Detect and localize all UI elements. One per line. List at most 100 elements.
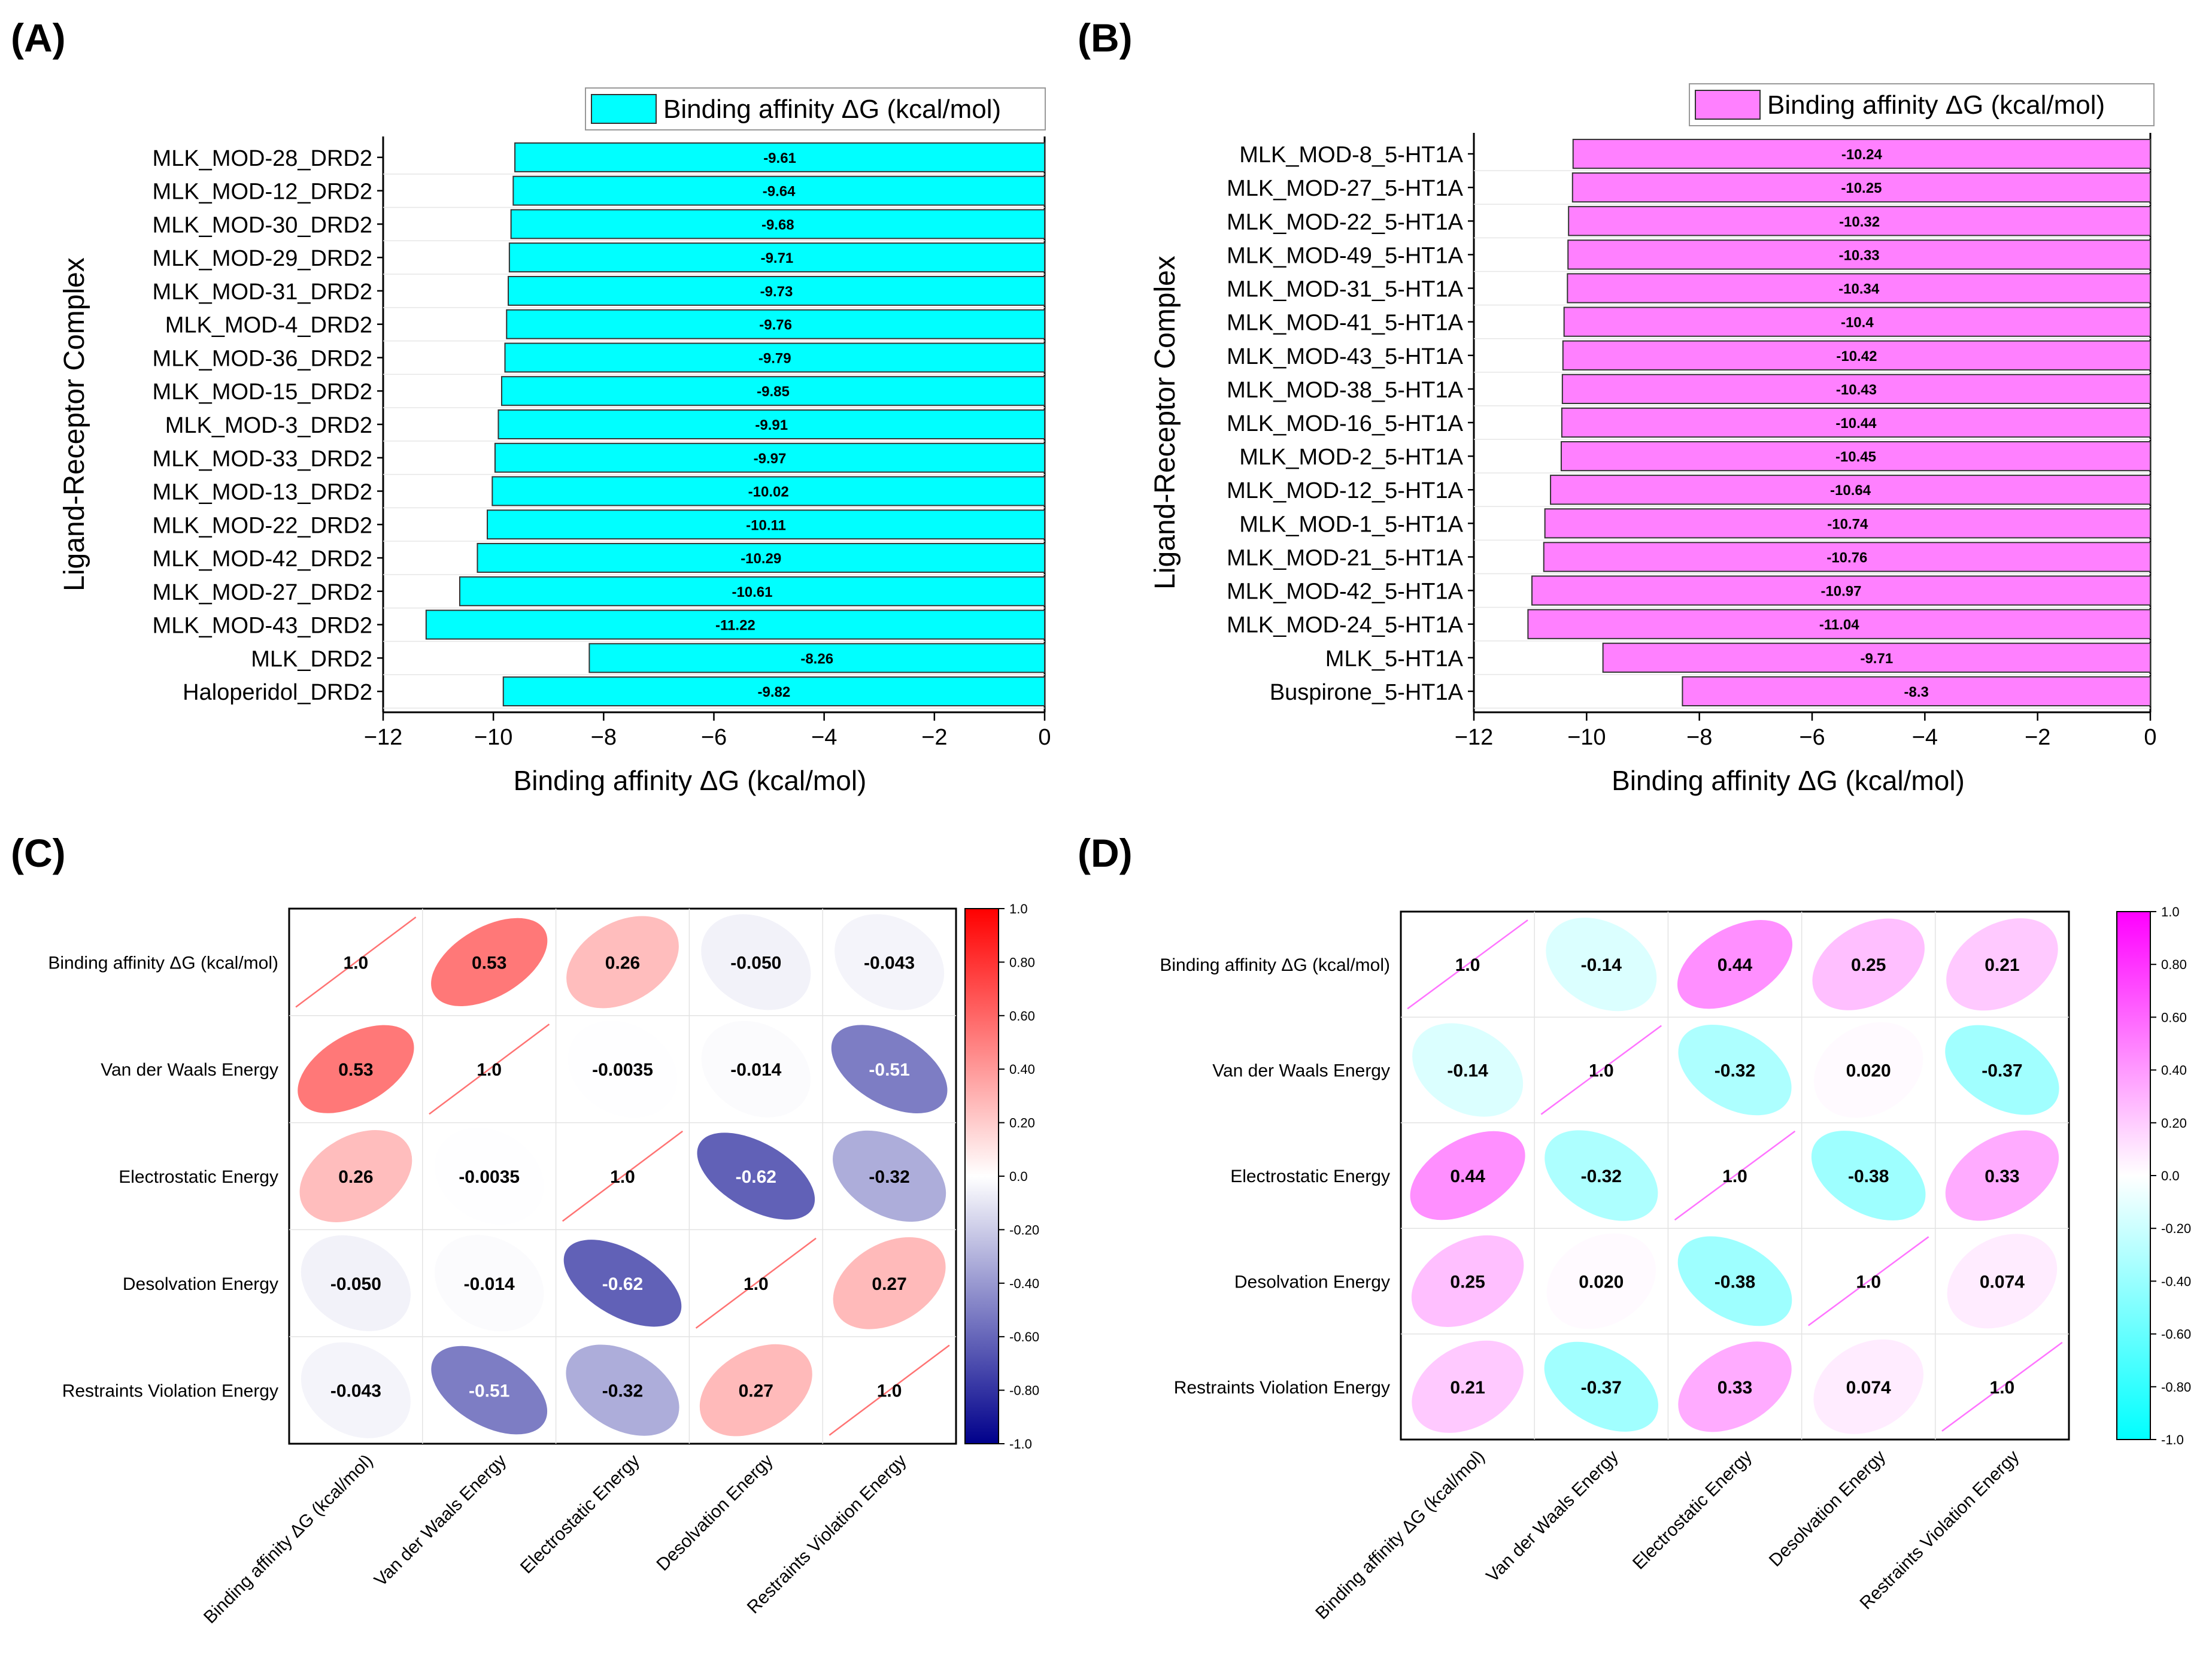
bar-value-label: -10.02 [748, 484, 789, 500]
correlation-value: 0.44 [1718, 955, 1753, 975]
colorbar [964, 908, 999, 1444]
correlation-ellipse [1545, 1130, 1658, 1221]
correlation-ellipse [1410, 1131, 1525, 1220]
bar [1682, 676, 2152, 707]
row-label: Desolvation Energy [123, 1274, 278, 1294]
correlation-value: -0.14 [1447, 1061, 1488, 1081]
panel-b-bar-chart: MLK_MOD-8_5-HT1A -10.24 MLK_MOD-27_5-HT1A -… [1149, 83, 2157, 796]
correlation-value: 0.21 [1450, 1378, 1485, 1398]
correlation-ellipse [431, 1346, 548, 1435]
bar [1550, 475, 2151, 505]
correlation-value: 0.020 [1579, 1272, 1624, 1292]
bar-value-label: -10.45 [1835, 449, 1876, 465]
correlation-value: 0.26 [338, 1167, 373, 1187]
correlation-ellipse [701, 1021, 811, 1118]
correlation-value: 1.0 [1589, 1061, 1614, 1081]
x-tick-label: −8 [1686, 725, 1712, 750]
correlation-value: 0.33 [1985, 1167, 2019, 1186]
bar-value-label: -8.3 [1904, 684, 1929, 700]
bar-value-label: -11.22 [715, 618, 755, 634]
correlation-ellipse [1813, 1022, 1923, 1118]
x-tick-label: 0 [1038, 725, 1051, 750]
colorbar-tick-label: 0.80 [2161, 957, 2187, 972]
legend-box [1689, 83, 2155, 126]
row-label: Binding affinity ΔG (kcal/mol) [1160, 955, 1390, 975]
bar-value-label: -11.04 [1819, 617, 1859, 633]
y-tick-label: MLK_MOD-22_DRD2 [153, 513, 372, 538]
bar [1571, 172, 2152, 203]
correlation-value: -0.51 [869, 1060, 909, 1080]
bar-value-label: -10.61 [732, 584, 772, 600]
correlation-ellipse [1947, 1234, 2058, 1329]
correlation-value: 0.020 [1846, 1061, 1891, 1081]
y-tick-label: MLK_MOD-38_5-HT1A [1227, 378, 1464, 403]
bar-value-label: -9.85 [757, 384, 790, 400]
correlation-ellipse [1945, 1025, 2059, 1115]
legend-label: Binding affinity ΔG (kcal/mol) [1767, 90, 2105, 120]
correlation-ellipse [1678, 1341, 1792, 1432]
bar-value-label: -8.26 [800, 651, 833, 667]
diagonal-line [429, 1024, 550, 1115]
correlation-value: -0.37 [1581, 1378, 1622, 1398]
diagonal-line [695, 1237, 817, 1329]
correlation-value: -0.0035 [592, 1060, 653, 1080]
bar-value-label: -9.71 [761, 250, 794, 266]
colorbar-tick-label: -1.0 [2161, 1432, 2184, 1447]
correlation-value: -0.38 [1715, 1272, 1755, 1292]
x-tick-label: −8 [591, 725, 617, 750]
correlation-ellipse [301, 1342, 411, 1438]
correlation-value: 0.25 [1851, 955, 1886, 975]
correlation-value: 0.21 [1985, 955, 2019, 975]
bar [510, 209, 1045, 239]
correlation-ellipse [566, 1344, 679, 1436]
bar [1544, 508, 2151, 539]
correlation-value: 1.0 [344, 953, 369, 973]
bar-value-label: -10.76 [1826, 549, 1867, 566]
bar-value-label: -9.61 [763, 150, 796, 166]
correlation-ellipse [1946, 918, 2058, 1011]
correlation-ellipse [1678, 1024, 1792, 1116]
bar [1567, 273, 2151, 303]
y-axis-title: Ligand-Receptor Complex [59, 257, 90, 591]
panel-label-a: (A) [11, 16, 66, 60]
bar [1527, 609, 2151, 639]
correlation-value: 0.27 [739, 1381, 773, 1401]
correlation-ellipse [833, 1237, 946, 1329]
correlation-value: -0.51 [469, 1381, 509, 1401]
colorbar-tick-label: 1.0 [2161, 904, 2180, 919]
colorbar-tick-label: -0.20 [2161, 1221, 2191, 1236]
bar-value-label: -10.11 [746, 517, 786, 533]
x-axis-title: Binding affinity ΔG (kcal/mol) [1612, 765, 1965, 796]
bar [500, 376, 1045, 406]
y-tick-label: MLK_MOD-21_5-HT1A [1227, 545, 1464, 570]
bar-value-label: -9.71 [1860, 651, 1893, 667]
row-label: Restraints Violation Energy [1174, 1378, 1390, 1398]
x-tick-label: −6 [1799, 725, 1825, 750]
correlation-value: 0.53 [338, 1060, 373, 1080]
y-axis-title: Ligand-Receptor Complex [1149, 256, 1181, 590]
correlation-ellipse [833, 1130, 946, 1222]
bar [514, 142, 1045, 172]
colorbar-tick-label: 0.0 [1009, 1169, 1028, 1184]
x-tick-label: −12 [1455, 725, 1493, 750]
x-tick-label: −2 [921, 725, 947, 750]
x-tick-label: −4 [1912, 725, 1938, 750]
bar-value-label: -9.79 [758, 350, 791, 366]
panel-label-c: (C) [11, 831, 66, 875]
legend-swatch [591, 94, 657, 124]
correlation-ellipse [563, 1240, 682, 1327]
correlation-value: 0.33 [1718, 1378, 1752, 1398]
colorbar-tick-label: 0.40 [1009, 1062, 1035, 1077]
y-tick-label: MLK_MOD-41_5-HT1A [1227, 311, 1464, 336]
correlation-value: 0.26 [605, 953, 640, 973]
y-tick-label: MLK_MOD-12_5-HT1A [1227, 478, 1464, 503]
bar [588, 643, 1045, 673]
correlation-ellipse [697, 1132, 815, 1220]
colorbar-tick-label: -0.20 [1009, 1222, 1039, 1237]
correlation-value: 1.0 [1990, 1378, 2015, 1398]
y-tick-label: MLK_MOD-42_DRD2 [153, 546, 372, 572]
y-tick-label: MLK_MOD-4_DRD2 [165, 313, 372, 338]
y-tick-label: MLK_MOD-16_5-HT1A [1227, 411, 1464, 436]
y-tick-label: MLK_MOD-36_DRD2 [153, 346, 372, 371]
